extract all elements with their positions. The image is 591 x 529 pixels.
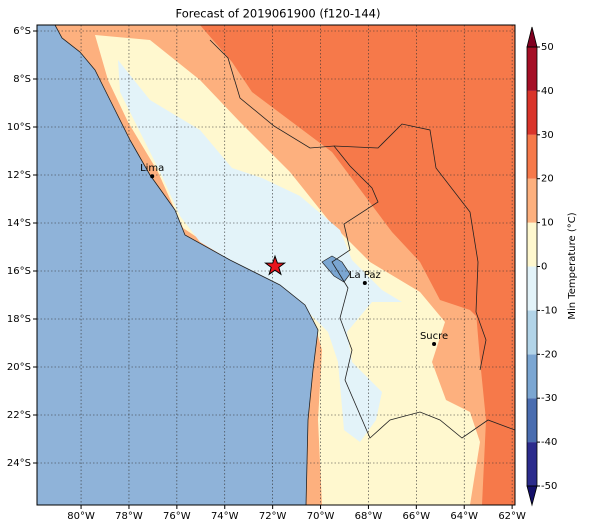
x-tick-label: 78°W — [115, 511, 143, 522]
colorbar-tick-label: 20 — [541, 174, 554, 185]
country-border-east — [333, 123, 487, 371]
colorbar-tick-label: 50 — [541, 42, 554, 53]
y-tick-label: 6°S — [13, 26, 31, 37]
x-tick-label: 74°W — [211, 511, 239, 522]
colorbar-band — [527, 47, 537, 91]
map-frame — [36, 24, 516, 506]
y-tick-label: 10°S — [7, 122, 31, 133]
x-tick-label: 62°W — [498, 511, 526, 522]
colorbar-tick-label: -10 — [541, 305, 557, 316]
location-star — [264, 254, 287, 276]
x-tick-label: 72°W — [259, 511, 287, 522]
colorbar-band — [527, 266, 537, 311]
colorbar-band — [527, 90, 537, 135]
colorbar-tick-label: -40 — [541, 437, 557, 448]
x-tick-label: 70°W — [307, 511, 335, 522]
field-hot — [200, 25, 515, 350]
x-tick-label: 80°W — [67, 511, 95, 522]
colorbar-tick-label: 30 — [541, 130, 554, 141]
y-tick-label: 16°S — [7, 266, 31, 277]
colorbar-extend-low — [526, 485, 538, 507]
y-tick-label: 14°S — [7, 218, 31, 229]
colorbar-tick-label: 10 — [541, 218, 554, 229]
colorbar-band — [527, 310, 537, 355]
city-dot — [432, 341, 437, 346]
field-hot-south — [476, 312, 515, 505]
colorbar-band — [527, 134, 537, 179]
colorbar-extend-high — [526, 26, 538, 48]
colorbar-tick-label: 40 — [541, 86, 554, 97]
city-label: Sucre — [420, 331, 448, 342]
y-tick-label: 24°S — [7, 458, 31, 469]
y-tick-label: 22°S — [7, 410, 31, 421]
coastline — [54, 25, 319, 505]
colorbar-band — [527, 442, 537, 486]
country-border — [209, 39, 515, 439]
colorbar-tick-label: 0 — [541, 262, 547, 273]
map-title: Forecast of 2019061900 (f120-144) — [176, 7, 381, 21]
colorbar-tick-label: -20 — [541, 349, 557, 360]
city-dot — [150, 174, 155, 179]
map-field — [37, 25, 515, 505]
field-cool — [118, 60, 402, 442]
colorbar-band — [527, 354, 537, 399]
ocean — [37, 25, 318, 505]
colorbar-tick-label: -50 — [541, 481, 557, 492]
y-tick-label: 8°S — [13, 74, 31, 85]
y-tick-label: 20°S — [7, 362, 31, 373]
colorbar-label: Min Temperature (°C) — [567, 212, 578, 319]
colorbar-band — [527, 398, 537, 443]
city-label: La Paz — [349, 270, 381, 281]
x-tick-label: 76°W — [163, 511, 191, 522]
colorbar-tick-label: -30 — [541, 393, 557, 404]
colorbar-band — [527, 178, 537, 223]
colorbar-band — [527, 222, 537, 267]
city-dot — [362, 281, 367, 285]
x-tick-label: 66°W — [403, 511, 431, 522]
x-tick-label: 64°W — [450, 511, 478, 522]
city-label: Lima — [140, 163, 164, 174]
y-tick-label: 18°S — [7, 314, 31, 325]
x-tick-label: 68°W — [355, 511, 383, 522]
y-tick-label: 12°S — [7, 170, 31, 181]
